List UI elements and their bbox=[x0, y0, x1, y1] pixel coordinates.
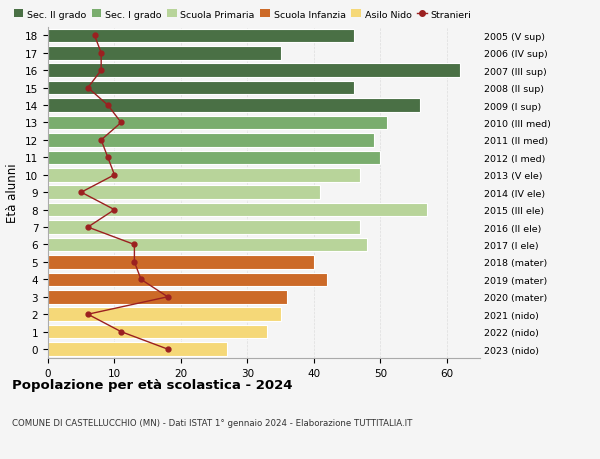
Text: COMUNE DI CASTELLUCCHIO (MN) - Dati ISTAT 1° gennaio 2024 - Elaborazione TUTTITA: COMUNE DI CASTELLUCCHIO (MN) - Dati ISTA… bbox=[12, 418, 412, 427]
Text: Popolazione per età scolastica - 2024: Popolazione per età scolastica - 2024 bbox=[12, 379, 293, 392]
Bar bbox=[48, 151, 380, 165]
Legend: Sec. II grado, Sec. I grado, Scuola Primaria, Scuola Infanzia, Asilo Nido, Stran: Sec. II grado, Sec. I grado, Scuola Prim… bbox=[14, 11, 471, 20]
Bar bbox=[48, 203, 427, 217]
Bar bbox=[48, 325, 268, 339]
Bar bbox=[48, 117, 387, 130]
Bar bbox=[48, 221, 361, 235]
Bar bbox=[48, 134, 374, 147]
Bar bbox=[48, 47, 281, 61]
Bar bbox=[48, 256, 314, 269]
Bar bbox=[48, 29, 354, 43]
Bar bbox=[48, 291, 287, 304]
Bar bbox=[48, 186, 320, 200]
Bar bbox=[48, 64, 460, 78]
Bar bbox=[48, 99, 420, 112]
Bar bbox=[48, 342, 227, 356]
Bar bbox=[48, 168, 361, 182]
Bar bbox=[48, 238, 367, 252]
Bar bbox=[48, 82, 354, 95]
Y-axis label: Età alunni: Età alunni bbox=[7, 163, 19, 223]
Bar bbox=[48, 273, 327, 286]
Bar bbox=[48, 308, 281, 321]
